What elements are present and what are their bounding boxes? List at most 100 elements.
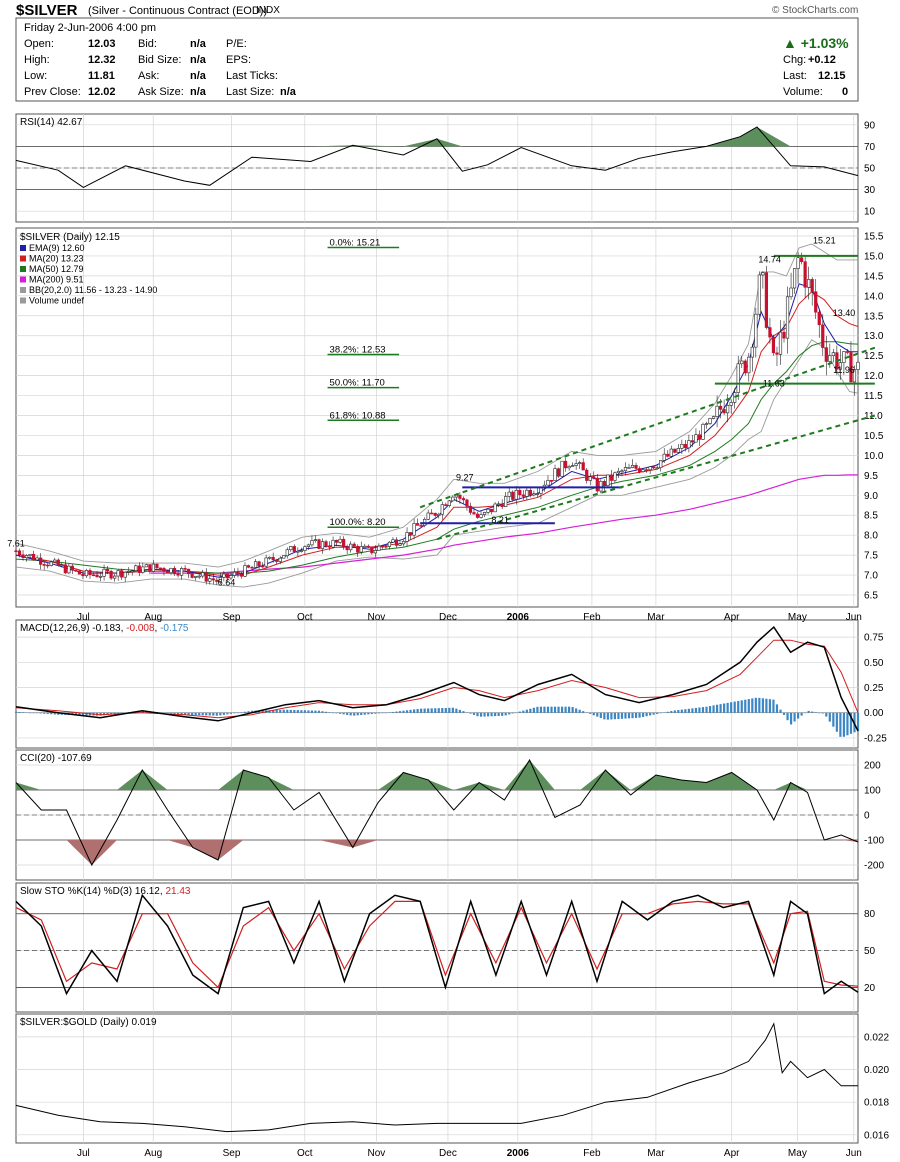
- macd-histogram-bar: [275, 709, 278, 713]
- candle-body: [331, 539, 335, 548]
- macd-histogram-bar: [550, 706, 553, 713]
- legend-label: MA(50) 12.79: [29, 264, 84, 274]
- candle-body: [243, 565, 247, 577]
- y-tick-label: 13.0: [864, 331, 884, 342]
- candle-body: [852, 369, 857, 383]
- macd-histogram-bar: [501, 712, 504, 716]
- rsi-title: RSI(14) 42.67: [20, 117, 83, 128]
- macd-histogram-bar: [50, 712, 53, 715]
- macd-histogram-bar: [43, 712, 46, 714]
- field-value: n/a: [190, 86, 206, 98]
- y-tick-label: -100: [864, 836, 884, 847]
- month-label: Apr: [724, 1148, 740, 1159]
- candle-body: [201, 572, 205, 577]
- candle-body: [373, 550, 377, 554]
- y-tick-label: 90: [864, 120, 876, 131]
- candle-body: [771, 336, 776, 354]
- macd-histogram-bar: [553, 706, 557, 713]
- macd-histogram-bar: [39, 712, 42, 714]
- candle-body: [134, 565, 138, 571]
- stoch-k-line: [15, 893, 859, 996]
- macd-histogram-bar: [515, 712, 518, 714]
- macd-histogram-bar: [314, 710, 317, 713]
- field-value: n/a: [190, 38, 206, 50]
- macd-histogram-bar: [176, 712, 180, 715]
- macd-histogram-bar: [339, 712, 342, 714]
- candle-body: [676, 448, 680, 453]
- candle-body: [232, 571, 237, 576]
- candle-body: [845, 351, 850, 353]
- readout-separator: ,: [155, 623, 161, 634]
- candle-body: [511, 491, 515, 500]
- field-label: Ask:: [138, 70, 160, 82]
- macd-histogram-bar: [641, 712, 645, 717]
- macd-histogram-bar: [663, 712, 666, 713]
- price-title: $SILVER (Daily) 12.15: [20, 232, 120, 243]
- y-tick-label: 100: [864, 786, 881, 797]
- macd-histogram-bar: [349, 712, 352, 716]
- legend-label: Volume undef: [29, 296, 85, 306]
- candle-body: [757, 274, 761, 315]
- field-label: Prev Close:: [24, 86, 81, 98]
- macd-histogram-bar: [811, 711, 814, 713]
- candle-body: [546, 480, 550, 486]
- macd-histogram-bar: [194, 712, 197, 716]
- macd-histogram-bar: [620, 712, 624, 719]
- macd-histogram-bar: [560, 706, 564, 713]
- month-label: Jul: [77, 1148, 90, 1159]
- candle-body: [426, 512, 430, 520]
- candle-body: [578, 462, 582, 464]
- month-label: Dec: [439, 1148, 457, 1159]
- stoch-k-value: 16.12: [135, 886, 160, 897]
- macd-histogram-bar: [102, 712, 106, 716]
- macd-histogram-bar: [321, 711, 324, 713]
- y-tick-label: 200: [864, 761, 881, 772]
- price-annotation: 9.27: [456, 473, 474, 483]
- candle-body: [46, 564, 50, 567]
- macd-histogram-bar: [606, 712, 609, 720]
- candle-body: [349, 543, 353, 551]
- macd-histogram-bar: [413, 709, 416, 713]
- candle-body: [172, 567, 177, 575]
- candle-body: [472, 512, 476, 515]
- macd-histogram-bar: [613, 712, 617, 720]
- y-tick-label: 50: [864, 946, 876, 957]
- fib-level-label: 100.0%: 8.20: [330, 517, 386, 528]
- candle-body: [800, 257, 804, 262]
- macd-histogram-bar: [849, 712, 853, 734]
- y-tick-label: 0.75: [864, 633, 884, 644]
- candle-body: [165, 571, 170, 574]
- candle-body: [620, 470, 624, 473]
- macd-histogram-bar: [208, 712, 211, 716]
- macd-histogram-bar: [14, 711, 18, 713]
- candle-body: [306, 544, 311, 547]
- candle-body: [282, 555, 286, 559]
- macd-histogram-bar: [800, 712, 803, 716]
- legend-label: MA(200) 9.51: [29, 275, 84, 285]
- copyright-link[interactable]: © StockCharts.com: [772, 5, 859, 16]
- fib-level-label: 0.0%: 15.21: [330, 238, 381, 249]
- macd-histogram-bar: [694, 707, 698, 713]
- field-label: Bid:: [138, 38, 157, 50]
- macd-histogram-bar: [233, 712, 236, 714]
- month-label: Oct: [297, 1148, 313, 1159]
- macd-histogram-bar: [205, 712, 208, 716]
- candle-body: [704, 423, 709, 425]
- candle-body: [468, 505, 473, 513]
- y-tick-label: 14.5: [864, 271, 884, 282]
- macd-histogram-bar: [374, 712, 377, 714]
- candle-body: [127, 571, 131, 573]
- volume-label: Volume:: [783, 86, 823, 98]
- candle-body: [662, 453, 666, 461]
- chg-value: +0.12: [808, 54, 836, 66]
- candle-body: [359, 546, 363, 553]
- macd-histogram-bar: [839, 712, 842, 737]
- candle-body: [648, 466, 652, 471]
- macd-histogram-bar: [557, 706, 560, 713]
- candle-body: [67, 565, 71, 574]
- macd-histogram-bar: [346, 712, 349, 715]
- candle-body: [683, 443, 687, 449]
- macd-histogram-bar: [296, 710, 299, 713]
- macd-histogram-bar: [708, 706, 712, 713]
